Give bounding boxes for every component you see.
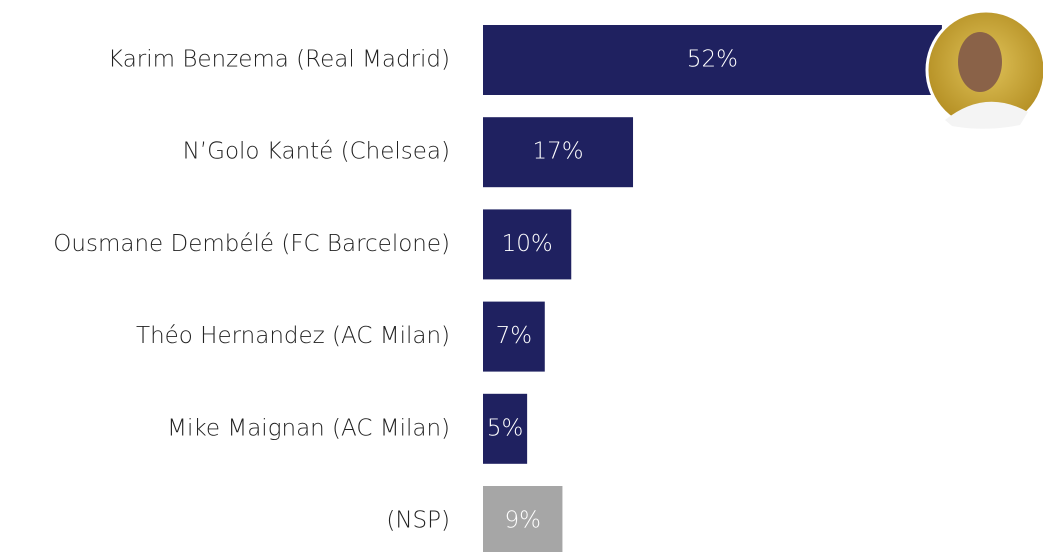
category-label: N’Golo Kanté (Chelsea) xyxy=(183,139,450,165)
value-label: 52% xyxy=(687,47,738,73)
bar xyxy=(483,25,942,95)
category-label: Mike Maignan (AC Milan) xyxy=(167,415,450,441)
value-label: 17% xyxy=(532,139,583,165)
category-label: Ousmane Dembélé (FC Barcelone) xyxy=(53,231,450,257)
bar xyxy=(483,209,572,280)
value-label: 5% xyxy=(487,415,524,441)
category-label: Karim Benzema (Real Madrid) xyxy=(108,47,450,73)
bar xyxy=(483,301,545,372)
value-label: 10% xyxy=(502,231,553,257)
category-label: (NSP) xyxy=(386,508,450,534)
value-label: 9% xyxy=(504,508,541,534)
bar xyxy=(483,117,634,188)
category-label: Théo Hernandez (AC Milan) xyxy=(136,323,450,349)
value-label: 7% xyxy=(496,323,533,349)
bar xyxy=(483,486,563,552)
bar xyxy=(483,393,528,464)
player-photo xyxy=(925,9,1043,131)
